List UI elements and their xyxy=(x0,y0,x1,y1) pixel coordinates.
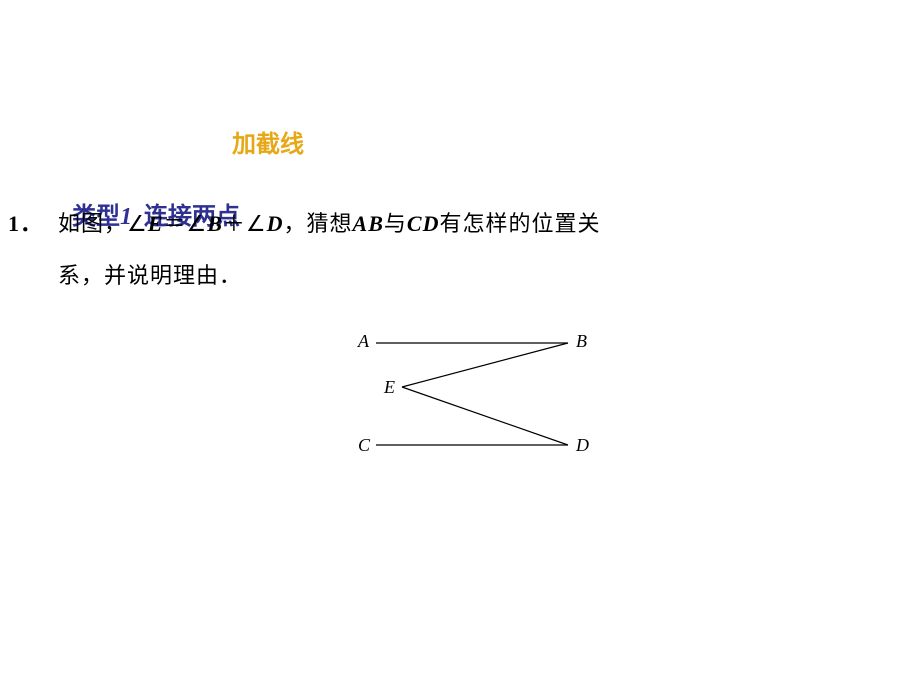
var-b: B xyxy=(207,211,223,236)
label-a: A xyxy=(358,331,369,352)
var-e: E xyxy=(148,211,164,236)
heading-orange: 加截线 xyxy=(232,124,304,159)
question-number: 1． xyxy=(8,206,43,238)
plus: ＋ xyxy=(223,211,246,236)
question-line1: 1． 如图，∠E＝∠B＋∠D，猜想AB与CD有怎样的位置关 xyxy=(8,206,600,238)
var-cd: CD xyxy=(407,211,440,236)
question-prefix: 如图， xyxy=(58,211,127,236)
geometry-diagram: A B C D E xyxy=(330,325,630,475)
label-c: C xyxy=(358,435,370,456)
question-line2: 系，并说明理由． xyxy=(58,258,242,290)
var-ab: AB xyxy=(353,211,384,236)
equals: ＝ xyxy=(163,211,186,236)
question-mid: 与 xyxy=(384,211,407,236)
angle-symbol-1: ∠ xyxy=(127,211,148,236)
label-d: D xyxy=(576,435,589,456)
angle-symbol-2: ∠ xyxy=(186,211,207,236)
label-b: B xyxy=(576,331,587,352)
var-d: D xyxy=(267,211,284,236)
label-e: E xyxy=(384,377,395,398)
question-end: 有怎样的位置关 xyxy=(439,211,600,236)
question-rest: ，猜想 xyxy=(284,211,353,236)
angle-symbol-3: ∠ xyxy=(246,211,267,236)
